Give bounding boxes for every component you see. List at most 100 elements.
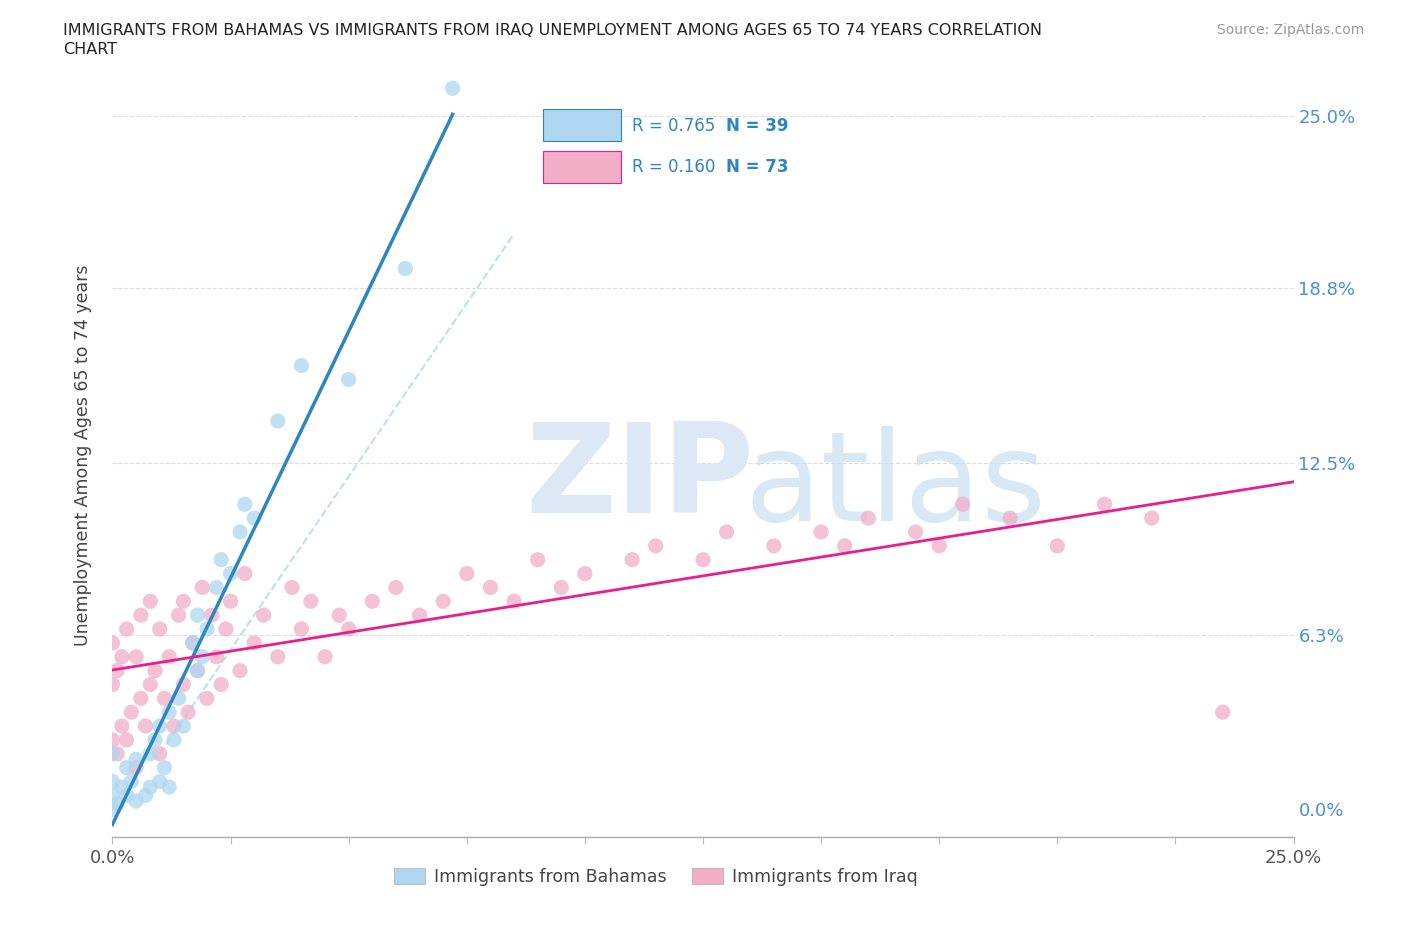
- Point: [157, 779, 180, 794]
- Point: [328, 607, 350, 622]
- Point: [195, 621, 218, 636]
- Point: [101, 788, 124, 803]
- Point: [243, 635, 266, 650]
- Text: CHART: CHART: [63, 42, 117, 57]
- Point: [149, 747, 172, 762]
- Point: [153, 760, 176, 775]
- Point: [1212, 705, 1234, 720]
- Point: [394, 261, 416, 276]
- Point: [111, 649, 134, 664]
- Point: [125, 760, 148, 775]
- Point: [167, 691, 190, 706]
- Point: [101, 635, 124, 650]
- Point: [101, 802, 124, 817]
- Point: [163, 733, 186, 748]
- Point: [290, 358, 312, 373]
- Point: [550, 580, 572, 595]
- Point: [172, 719, 194, 734]
- Point: [115, 788, 138, 803]
- Point: [101, 747, 124, 762]
- Point: [233, 497, 256, 512]
- Point: [115, 733, 138, 748]
- Point: [181, 635, 204, 650]
- Point: [181, 635, 204, 650]
- Point: [810, 525, 832, 539]
- Point: [621, 552, 644, 567]
- Point: [101, 733, 124, 748]
- Point: [105, 663, 128, 678]
- Point: [205, 649, 228, 664]
- Point: [186, 663, 208, 678]
- Legend: Immigrants from Bahamas, Immigrants from Iraq: Immigrants from Bahamas, Immigrants from…: [387, 861, 925, 893]
- Point: [267, 414, 290, 429]
- Point: [858, 511, 880, 525]
- Point: [186, 607, 208, 622]
- Point: [281, 580, 304, 595]
- Point: [205, 580, 228, 595]
- Point: [574, 566, 596, 581]
- Point: [219, 566, 242, 581]
- Point: [441, 81, 464, 96]
- Point: [101, 677, 124, 692]
- Point: [456, 566, 478, 581]
- Point: [157, 705, 180, 720]
- Point: [167, 607, 190, 622]
- Point: [139, 779, 162, 794]
- Point: [191, 649, 214, 664]
- Point: [762, 538, 785, 553]
- Point: [267, 649, 290, 664]
- Point: [129, 691, 152, 706]
- Point: [644, 538, 666, 553]
- Point: [125, 752, 148, 767]
- Point: [172, 594, 194, 609]
- Point: [337, 621, 360, 636]
- Point: [139, 594, 162, 609]
- Point: [299, 594, 322, 609]
- Point: [290, 621, 312, 636]
- Point: [139, 747, 162, 762]
- Point: [928, 538, 950, 553]
- Point: [129, 607, 152, 622]
- Point: [503, 594, 526, 609]
- Point: [153, 691, 176, 706]
- Point: [186, 663, 208, 678]
- Point: [157, 649, 180, 664]
- Point: [115, 621, 138, 636]
- Point: [105, 747, 128, 762]
- Point: [125, 793, 148, 808]
- Point: [201, 607, 224, 622]
- Point: [904, 525, 927, 539]
- Point: [337, 372, 360, 387]
- Point: [432, 594, 454, 609]
- Point: [219, 594, 242, 609]
- Point: [716, 525, 738, 539]
- Point: [998, 511, 1021, 525]
- Point: [177, 705, 200, 720]
- Point: [143, 733, 166, 748]
- Text: atlas: atlas: [744, 426, 1046, 547]
- Point: [314, 649, 336, 664]
- Point: [120, 774, 142, 789]
- Point: [191, 580, 214, 595]
- Point: [952, 497, 974, 512]
- Point: [135, 719, 157, 734]
- Point: [149, 621, 172, 636]
- Point: [215, 621, 238, 636]
- Point: [111, 779, 134, 794]
- Point: [408, 607, 430, 622]
- Y-axis label: Unemployment Among Ages 65 to 74 years: Unemployment Among Ages 65 to 74 years: [73, 265, 91, 646]
- Point: [101, 774, 124, 789]
- Point: [120, 705, 142, 720]
- Point: [209, 677, 232, 692]
- Point: [115, 760, 138, 775]
- Point: [233, 566, 256, 581]
- Point: [149, 774, 172, 789]
- Point: [361, 594, 384, 609]
- Point: [243, 511, 266, 525]
- Point: [692, 552, 714, 567]
- Text: IMMIGRANTS FROM BAHAMAS VS IMMIGRANTS FROM IRAQ UNEMPLOYMENT AMONG AGES 65 TO 74: IMMIGRANTS FROM BAHAMAS VS IMMIGRANTS FR…: [63, 23, 1042, 38]
- Point: [105, 796, 128, 811]
- Point: [139, 677, 162, 692]
- Point: [111, 719, 134, 734]
- Point: [385, 580, 408, 595]
